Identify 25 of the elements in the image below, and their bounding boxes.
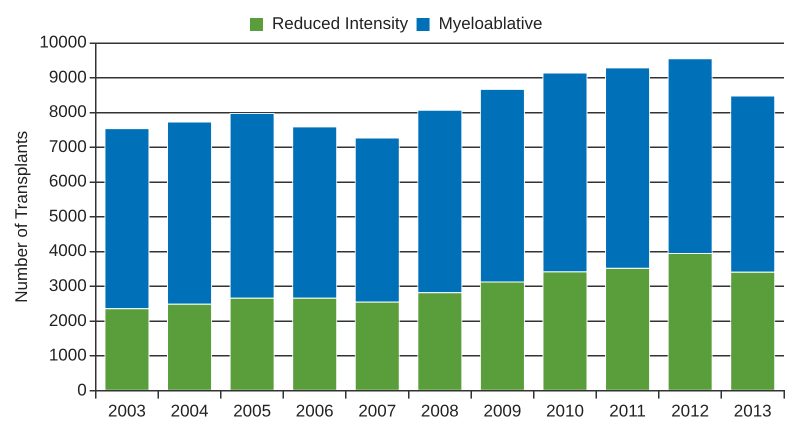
y-axis-title: Number of Transplants (12, 130, 31, 303)
y-tick-label: 7000 (48, 136, 87, 156)
x-tick-label: 2008 (420, 401, 459, 420)
legend-label: Myeloablative (438, 14, 543, 34)
y-tick-label: 9000 (48, 67, 87, 86)
x-tick-label: 2003 (108, 401, 146, 420)
x-tick-label: 2009 (484, 401, 522, 420)
legend-label: Reduced Intensity (272, 14, 409, 34)
x-tick-label: 2004 (170, 401, 208, 420)
y-tick-label: 8000 (48, 102, 87, 122)
x-tick-label: 2007 (358, 401, 396, 420)
x-tick-label: 2005 (233, 401, 272, 420)
y-tick-label: 4000 (48, 241, 87, 260)
y-tick-label: 2000 (48, 310, 87, 330)
x-tick-label: 2006 (296, 401, 334, 420)
x-tick-label: 2013 (734, 401, 772, 420)
x-tick-label: 2010 (546, 401, 584, 420)
y-tick-label: 1000 (48, 346, 87, 365)
x-tick-label: 2011 (609, 401, 646, 420)
y-tick-label: 0 (77, 380, 87, 400)
y-tick-label: 3000 (48, 276, 87, 296)
y-tick-label: 5000 (48, 206, 87, 226)
y-tick-label: 10000 (39, 32, 87, 52)
x-tick-label: 2012 (671, 401, 710, 420)
y-tick-label: 6000 (48, 172, 87, 191)
